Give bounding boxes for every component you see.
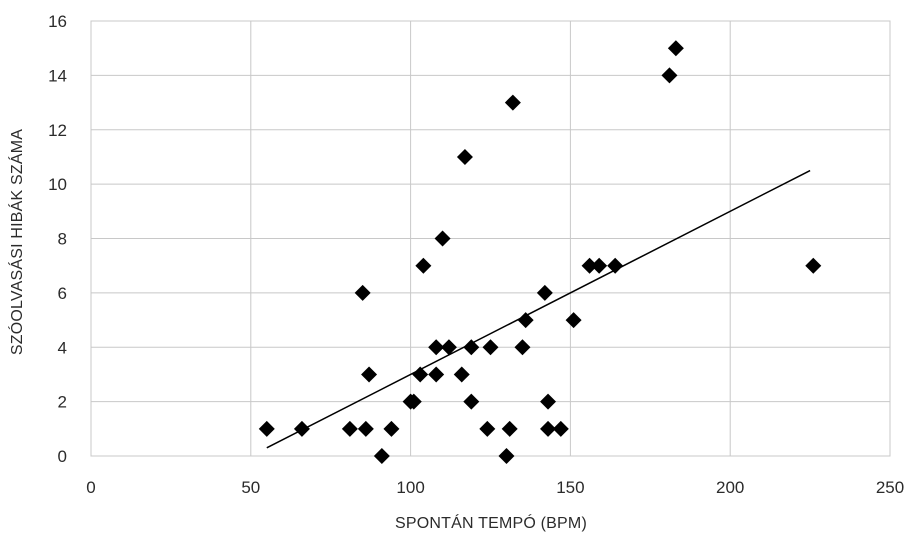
- data-point: [805, 257, 822, 274]
- y-tick-label: 6: [58, 284, 67, 303]
- data-point: [540, 420, 557, 437]
- data-point: [357, 420, 374, 437]
- data-point: [517, 312, 534, 329]
- data-point: [661, 67, 678, 84]
- data-point: [412, 366, 429, 383]
- data-point: [456, 148, 473, 165]
- x-axis-title: SPONTÁN TEMPÓ (BPM): [395, 513, 587, 532]
- x-tick-label: 0: [86, 478, 95, 497]
- data-point: [501, 420, 518, 437]
- data-point: [383, 420, 400, 437]
- data-point: [354, 284, 371, 301]
- trendline-layer: [266, 169, 811, 449]
- data-point: [482, 339, 499, 356]
- tick-labels: 0 2 4 6 8 10 12 14 16 0 50 100 150 200 250: [48, 12, 904, 497]
- y-tick-label: 0: [58, 447, 67, 466]
- data-point: [591, 257, 608, 274]
- data-point: [552, 420, 569, 437]
- data-point: [607, 257, 624, 274]
- data-point: [667, 40, 684, 57]
- data-point: [440, 339, 457, 356]
- data-point: [258, 420, 275, 437]
- data-point: [453, 366, 470, 383]
- y-tick-label: 10: [48, 175, 67, 194]
- x-tick-label: 250: [876, 478, 904, 497]
- data-point: [293, 420, 310, 437]
- x-tick-label: 150: [556, 478, 584, 497]
- y-tick-label: 8: [58, 230, 67, 249]
- data-point: [540, 393, 557, 410]
- data-points: [258, 40, 822, 464]
- data-point: [373, 448, 390, 464]
- data-point: [536, 284, 553, 301]
- y-tick-label: 16: [48, 12, 67, 31]
- data-point: [514, 339, 531, 356]
- plot-frame: [90, 20, 891, 457]
- data-point: [415, 257, 432, 274]
- data-point: [361, 366, 378, 383]
- data-point: [428, 339, 445, 356]
- x-tick-label: 50: [241, 478, 260, 497]
- trendline: [266, 169, 811, 449]
- data-point: [581, 257, 598, 274]
- data-point: [428, 366, 445, 383]
- grid-layer: [90, 20, 891, 457]
- x-tick-label: 200: [716, 478, 744, 497]
- y-tick-label: 4: [58, 338, 67, 357]
- y-tick-label: 14: [48, 66, 67, 85]
- data-point: [434, 230, 451, 247]
- data-point: [479, 420, 496, 437]
- data-point: [565, 312, 582, 329]
- data-point: [463, 393, 480, 410]
- data-point: [405, 393, 422, 410]
- y-axis-title: SZÓOLVASÁSI HIBÁK SZÁMA: [7, 129, 26, 355]
- data-point: [498, 448, 515, 464]
- data-point: [341, 420, 358, 437]
- x-tick-label: 100: [396, 478, 424, 497]
- y-tick-label: 2: [58, 393, 67, 412]
- data-point: [504, 94, 521, 111]
- y-tick-label: 12: [48, 121, 67, 140]
- data-point: [463, 339, 480, 356]
